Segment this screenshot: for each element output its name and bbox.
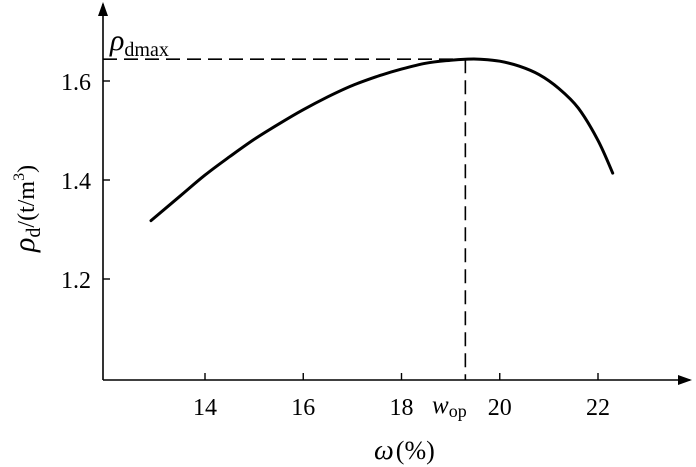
x-tick-label: 20 — [488, 395, 512, 421]
y-axis-label: ρd/(t/m3) — [8, 165, 45, 253]
y-tick-label: 1.4 — [61, 169, 91, 195]
x-axis-label: ω(%) — [374, 435, 435, 466]
x-ticks: 14 16 18 20 22 — [193, 373, 610, 421]
y-ticks: 1.2 1.4 1.6 — [61, 70, 110, 294]
x-tick-label: 22 — [586, 395, 610, 421]
x-tick-label: 18 — [390, 395, 414, 421]
x-tick-label: 16 — [291, 395, 315, 421]
y-tick-label: 1.6 — [61, 70, 91, 96]
peak-label: ρdmax — [109, 24, 169, 61]
x-tick-label: 14 — [193, 395, 217, 421]
series-line-density — [149, 57, 615, 223]
y-tick-label: 1.2 — [61, 268, 91, 294]
optimal-moisture-label: wop — [432, 392, 467, 421]
